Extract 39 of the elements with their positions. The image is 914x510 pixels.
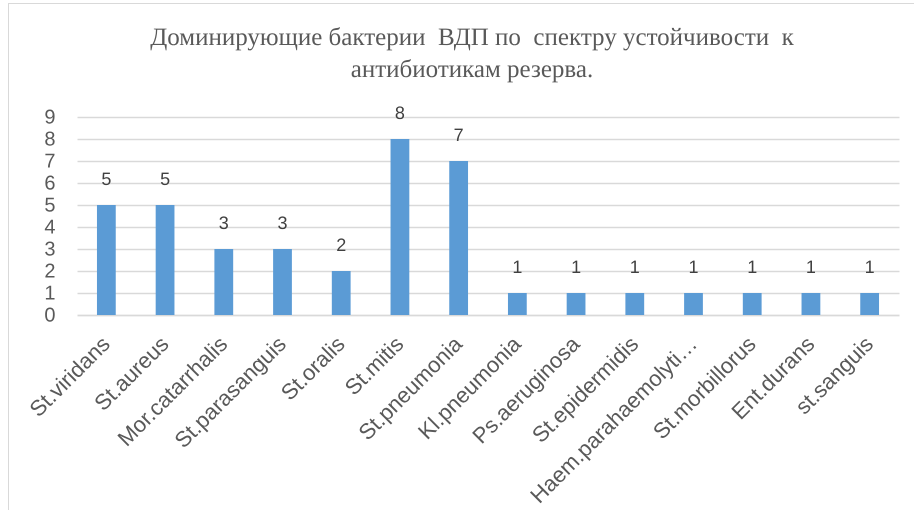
- y-tick-label: 9: [44, 106, 56, 128]
- y-tick-label: 8: [44, 128, 56, 150]
- y-tick-label: 6: [44, 172, 56, 194]
- bar: [273, 249, 292, 315]
- bar: [566, 293, 586, 315]
- y-tick-label: 4: [44, 216, 56, 238]
- data-label: 1: [571, 257, 582, 277]
- data-label: 5: [160, 169, 170, 189]
- data-label: 1: [512, 257, 522, 277]
- bar: [625, 293, 644, 315]
- y-tick-label: 7: [44, 150, 56, 172]
- chart-title: Доминирующие бактерии ВДП по спектру устойчивости к антибиотикам резерва.: [150, 24, 795, 83]
- bar: [684, 293, 703, 315]
- data-label: 3: [218, 213, 229, 233]
- y-tick-label: 5: [44, 194, 56, 216]
- data-label: 3: [277, 213, 288, 233]
- bar: [802, 293, 820, 315]
- data-label: 1: [806, 257, 816, 277]
- bar: [156, 205, 174, 315]
- bar: [742, 293, 762, 315]
- bar: [449, 161, 468, 315]
- data-label: 1: [864, 257, 875, 277]
- bar: [96, 205, 116, 315]
- data-label: 1: [688, 257, 699, 277]
- data-label: 5: [101, 169, 112, 189]
- data-label: 1: [747, 257, 758, 277]
- y-tick-label: 1: [44, 282, 56, 304]
- bar: [860, 293, 880, 315]
- y-tick-label: 2: [44, 260, 56, 282]
- data-label: 2: [336, 235, 346, 255]
- bar: [214, 249, 234, 315]
- data-label: 1: [630, 257, 640, 277]
- bar: [390, 139, 410, 315]
- y-tick-label: 3: [44, 238, 56, 260]
- bar: [332, 271, 351, 315]
- data-label: 7: [454, 125, 464, 145]
- bar: [508, 293, 527, 315]
- data-label: 8: [394, 103, 405, 123]
- y-tick-label: 0: [44, 304, 56, 326]
